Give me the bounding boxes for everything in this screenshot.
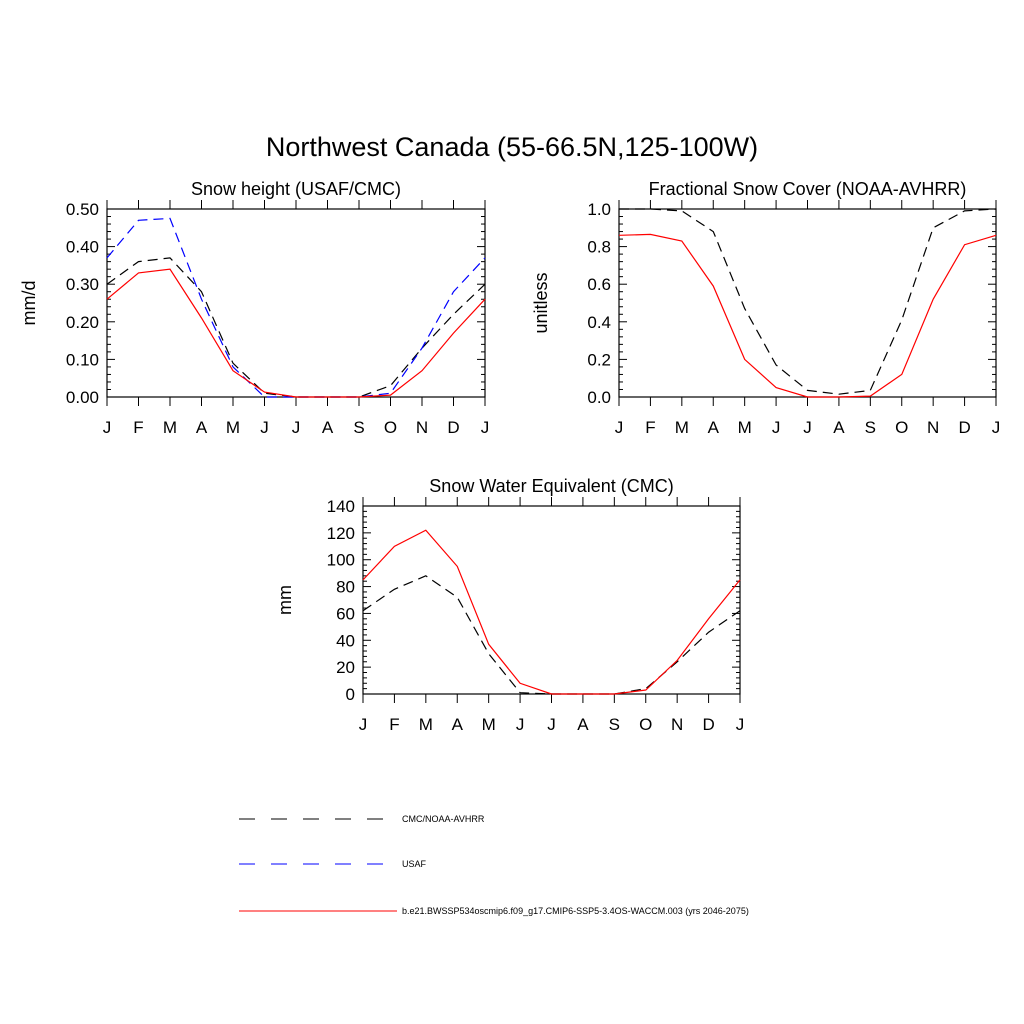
y-tick-label: 0.10: [66, 350, 99, 369]
x-tick-label: J: [359, 715, 368, 734]
y-tick-label: 0.6: [587, 275, 611, 294]
snow-height-panel: Snow height (USAF/CMC) mm/d 0.00 0.10 0.20 0.…: [19, 179, 489, 437]
x-tick-label: A: [452, 715, 464, 734]
x-tick-label: M: [675, 418, 689, 437]
legend-label: CMC/NOAA-AVHRR: [402, 814, 485, 824]
x-tick-label: O: [384, 418, 397, 437]
x-tick-label: J: [103, 418, 112, 437]
chart-panels: Snow height (USAF/CMC)mm/d0.000.100.200.…: [19, 179, 1000, 734]
x-tick-label: J: [260, 418, 269, 437]
legend-label: USAF: [402, 859, 427, 869]
y-tick-label: 0.4: [587, 313, 611, 332]
x-tick-label: N: [416, 418, 428, 437]
y-axis-label: mm: [275, 585, 295, 615]
x-tick-label: J: [615, 418, 624, 437]
x-tick-label: N: [927, 418, 939, 437]
x-tick-label: A: [322, 418, 334, 437]
series-line-obs: [106, 257, 486, 398]
y-tick-label: 20: [336, 658, 355, 677]
x-tick-label: M: [163, 418, 177, 437]
y-tick-label: 100: [327, 551, 355, 570]
y-tick-label: 40: [336, 631, 355, 650]
series-line-obs: [619, 208, 997, 395]
series-line-model: [362, 529, 741, 695]
plot-frame: [362, 505, 741, 695]
snow-cover-panel: Fractional Snow Cover (NOAA-AVHRR) unitle…: [531, 179, 1000, 437]
x-tick-label: M: [482, 715, 496, 734]
x-tick-label: O: [639, 715, 652, 734]
y-tick-label: 0.00: [66, 388, 99, 407]
y-axis-label: unitless: [531, 272, 551, 333]
y-tick-label: 0.50: [66, 200, 99, 219]
x-tick-label: J: [803, 418, 812, 437]
x-tick-label: A: [833, 418, 845, 437]
series-line-model: [618, 233, 997, 398]
x-tick-label: J: [292, 418, 301, 437]
x-tick-label: F: [133, 418, 143, 437]
x-tick-label: N: [671, 715, 683, 734]
x-tick-label: J: [516, 715, 525, 734]
x-tick-label: J: [992, 418, 1001, 437]
figure-title: Northwest Canada (55-66.5N,125-100W): [266, 132, 758, 162]
series-line-model: [106, 268, 486, 398]
panel-title: Fractional Snow Cover (NOAA-AVHRR): [649, 179, 967, 199]
series-line-usaf: [106, 217, 486, 398]
x-tick-label: D: [447, 418, 459, 437]
y-tick-label: 0: [346, 685, 355, 704]
y-tick-label: 120: [327, 524, 355, 543]
x-tick-label: J: [547, 715, 556, 734]
x-tick-label: S: [353, 418, 364, 437]
x-tick-label: A: [577, 715, 589, 734]
x-tick-label: J: [772, 418, 781, 437]
panel-title: Snow Water Equivalent (CMC): [429, 476, 673, 496]
y-tick-label: 0.20: [66, 313, 99, 332]
y-tick-label: 80: [336, 578, 355, 597]
plot-frame: [618, 208, 997, 398]
swe-panel: Snow Water Equivalent (CMC) mm 0 20 40 60 80 10…: [275, 476, 744, 734]
y-tick-label: 60: [336, 604, 355, 623]
y-tick-label: 140: [327, 497, 355, 516]
y-tick-label: 0.2: [587, 350, 611, 369]
x-tick-label: M: [226, 418, 240, 437]
x-tick-label: S: [865, 418, 876, 437]
x-tick-label: M: [738, 418, 752, 437]
legend: CMC/NOAA-AVHRR USAF b.e21.BWSSP534oscmip6.…: [239, 814, 749, 916]
legend-label: b.e21.BWSSP534oscmip6.f09_g17.CMIP6-SSP5…: [402, 906, 749, 916]
x-tick-label: A: [708, 418, 720, 437]
panel-title: Snow height (USAF/CMC): [191, 179, 401, 199]
y-tick-label: 0.8: [587, 238, 611, 257]
y-tick-label: 0.40: [66, 238, 99, 257]
y-tick-label: 1.0: [587, 200, 611, 219]
x-tick-label: F: [389, 715, 399, 734]
x-tick-label: A: [196, 418, 208, 437]
series-line-obs: [362, 575, 741, 695]
x-tick-label: S: [609, 715, 620, 734]
x-tick-label: J: [481, 418, 490, 437]
x-tick-label: D: [702, 715, 714, 734]
plot-frame: [106, 208, 486, 398]
x-tick-label: D: [958, 418, 970, 437]
x-tick-label: O: [895, 418, 908, 437]
x-tick-label: J: [736, 715, 745, 734]
x-tick-label: F: [645, 418, 655, 437]
y-tick-label: 0.0: [587, 388, 611, 407]
y-tick-label: 0.30: [66, 275, 99, 294]
y-axis-label: mm/d: [19, 281, 39, 326]
x-tick-label: M: [419, 715, 433, 734]
